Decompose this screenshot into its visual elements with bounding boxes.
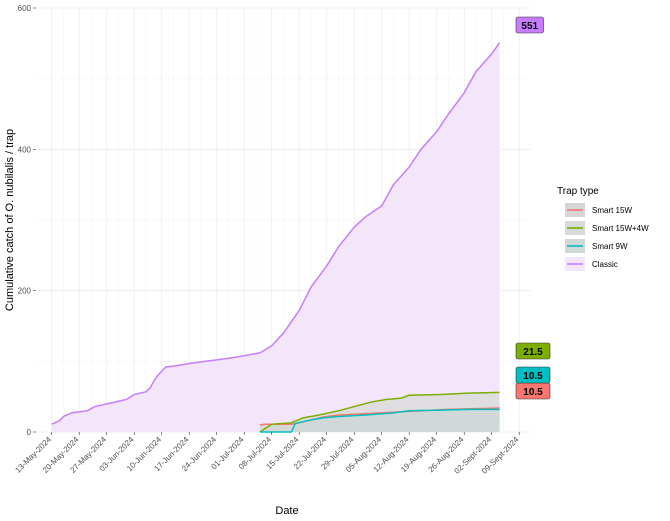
end-label-smart-15w: 10.5 <box>515 382 551 400</box>
line-classic <box>51 42 501 425</box>
end-label-text: 10.5 <box>523 387 543 398</box>
legend-label: Smart 15W+4W <box>592 224 649 233</box>
legend-title: Trap type <box>557 186 599 197</box>
y-tick-label: 600 <box>18 4 32 13</box>
legend-item-smart-15w-4w: Smart 15W+4W <box>565 221 649 235</box>
end-label-classic: 551 <box>515 16 544 34</box>
area-classic <box>51 42 500 432</box>
y-tick-label: 400 <box>18 145 32 154</box>
end-label-smart-15w-4w: 21.5 <box>515 342 551 360</box>
line-smart-15w-4w <box>259 391 500 433</box>
end-labels: 10.5 21.5 10.5 551 <box>515 16 551 400</box>
x-axis-title: Date <box>275 505 298 517</box>
legend: Trap type Smart 15W Smart 15W+4W Smart 9W C… <box>557 186 649 271</box>
y-tick-label: 0 <box>27 428 32 437</box>
legend-item-smart-9w: Smart 9W <box>565 239 628 253</box>
legend-label: Smart 15W <box>592 206 632 215</box>
end-label-text: 10.5 <box>523 371 543 382</box>
legend-label: Classic <box>592 260 618 269</box>
legend-item-smart-15w: Smart 15W <box>565 203 632 217</box>
series-lines <box>51 42 501 433</box>
area-smart-9w <box>259 409 500 432</box>
x-axis: 13-May-202420-May-202427-May-202403-Jun-… <box>13 432 521 476</box>
line-smart-9w <box>259 408 500 433</box>
end-label-box <box>515 342 551 360</box>
y-tick-label: 200 <box>18 287 32 296</box>
end-label-box <box>515 16 544 34</box>
end-label-text: 551 <box>521 21 538 32</box>
legend-label: Smart 9W <box>592 242 628 251</box>
legend-item-classic: Classic <box>565 257 618 271</box>
end-label-text: 21.5 <box>523 347 543 358</box>
end-label-box <box>515 366 551 384</box>
end-label-smart-9w: 10.5 <box>515 366 551 384</box>
y-axis-title: Cumulative catch of O. nubilalis / trap <box>4 129 16 311</box>
y-axis: 0 200 400 600 <box>18 4 36 437</box>
